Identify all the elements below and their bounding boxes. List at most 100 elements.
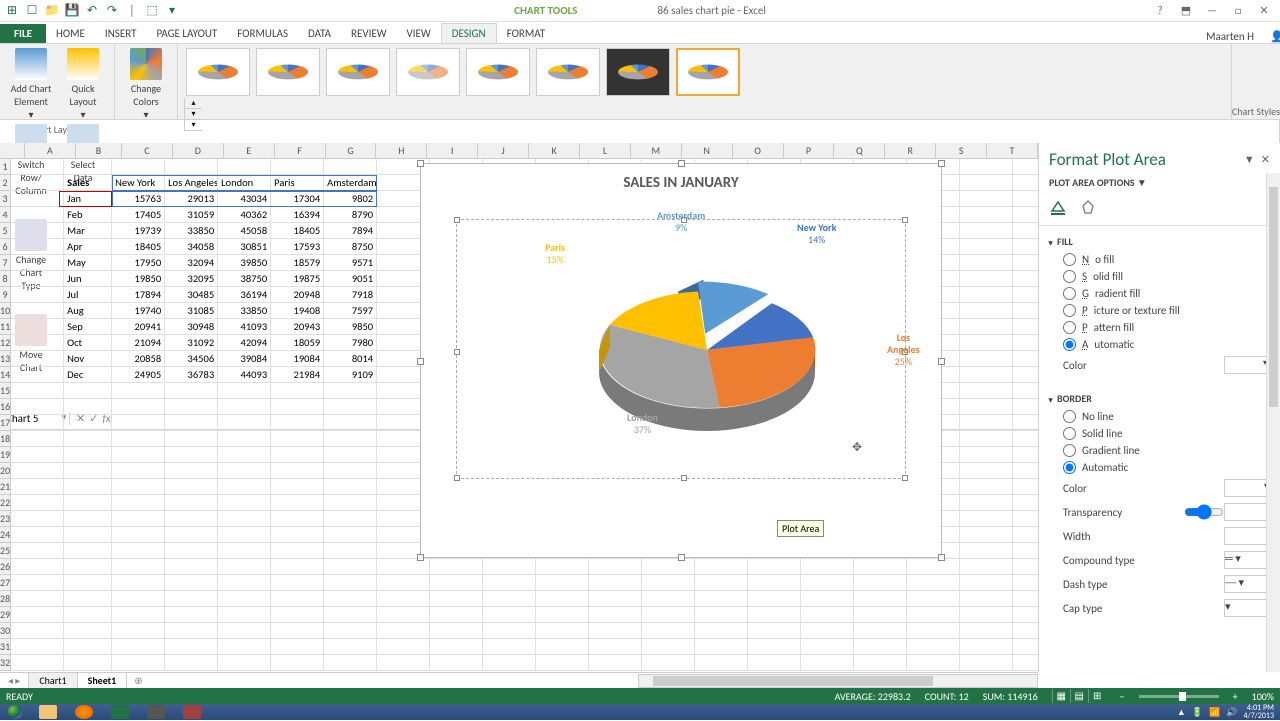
col-header-L[interactable]: L <box>580 143 631 158</box>
cell[interactable] <box>11 351 64 367</box>
cell[interactable] <box>324 511 377 527</box>
cell[interactable]: 7597 <box>324 303 377 319</box>
cell[interactable] <box>377 639 430 655</box>
cell[interactable] <box>271 511 324 527</box>
cell[interactable] <box>1013 463 1038 479</box>
fill-option-automatic[interactable]: Automatic <box>1049 336 1270 353</box>
cell[interactable] <box>1013 271 1038 287</box>
fill-option-picture-or-texture-fill[interactable]: Picture or texture fill <box>1049 302 1270 319</box>
fill-header[interactable]: FILL <box>1049 232 1270 251</box>
col-header-T[interactable]: T <box>987 143 1038 158</box>
cell[interactable] <box>165 527 218 543</box>
cell[interactable] <box>271 527 324 543</box>
cell[interactable] <box>64 559 112 575</box>
cell[interactable]: 41093 <box>218 319 271 335</box>
cell[interactable] <box>324 383 377 399</box>
cell[interactable] <box>1013 255 1038 271</box>
cell[interactable] <box>801 559 854 575</box>
cell[interactable] <box>11 639 64 655</box>
cell[interactable] <box>165 479 218 495</box>
cell[interactable] <box>483 639 536 655</box>
cell[interactable] <box>483 591 536 607</box>
cell[interactable] <box>64 415 112 431</box>
cell[interactable] <box>64 447 112 463</box>
cell[interactable] <box>324 447 377 463</box>
cell[interactable]: 8750 <box>324 239 377 255</box>
cell[interactable]: 18405 <box>112 239 165 255</box>
new-icon[interactable]: ☐ <box>24 3 40 19</box>
cell[interactable] <box>324 591 377 607</box>
cell[interactable]: 33850 <box>218 303 271 319</box>
cell[interactable]: 8790 <box>324 207 377 223</box>
cell[interactable] <box>1013 223 1038 239</box>
redo-icon[interactable]: ↷ <box>104 3 120 19</box>
fill-option-gradient-fill[interactable]: Gradient fill <box>1049 285 1270 302</box>
cell[interactable] <box>1013 559 1038 575</box>
chart-style-1[interactable] <box>186 48 250 96</box>
cell[interactable] <box>589 655 642 671</box>
cell[interactable] <box>854 607 907 623</box>
col-header-B[interactable]: B <box>76 143 122 158</box>
row-header-18[interactable]: 18 <box>0 431 11 447</box>
cap-picker[interactable]: ▾ <box>1224 599 1270 617</box>
cell[interactable] <box>430 607 483 623</box>
row-header-2[interactable]: 2 <box>0 175 11 191</box>
row-header-14[interactable]: 14 <box>0 367 11 383</box>
cell[interactable]: 17405 <box>112 207 165 223</box>
cell[interactable] <box>642 607 695 623</box>
cell[interactable] <box>1013 431 1038 447</box>
cell[interactable] <box>11 447 64 463</box>
cell[interactable] <box>271 543 324 559</box>
cell[interactable] <box>748 575 801 591</box>
cell[interactable]: Apr <box>64 239 112 255</box>
cell[interactable]: 20941 <box>112 319 165 335</box>
cell[interactable]: 17894 <box>112 287 165 303</box>
cell[interactable] <box>11 287 64 303</box>
cell[interactable] <box>271 399 324 415</box>
cell[interactable] <box>165 383 218 399</box>
row-header-15[interactable]: 15 <box>0 383 11 399</box>
cell[interactable] <box>1013 447 1038 463</box>
cell[interactable]: 30485 <box>165 287 218 303</box>
cell[interactable]: Oct <box>64 335 112 351</box>
close-icon[interactable]: ✕ <box>1252 2 1276 20</box>
cell[interactable] <box>64 463 112 479</box>
cell[interactable] <box>1013 495 1038 511</box>
cell[interactable] <box>11 271 64 287</box>
cell[interactable] <box>324 159 377 175</box>
tab-format[interactable]: FORMAT <box>497 24 555 43</box>
cell[interactable] <box>112 415 165 431</box>
cell[interactable]: 9850 <box>324 319 377 335</box>
cell[interactable] <box>112 159 165 175</box>
cell[interactable] <box>112 591 165 607</box>
cell[interactable] <box>112 607 165 623</box>
chart-style-7[interactable] <box>606 48 670 96</box>
cell[interactable] <box>271 575 324 591</box>
cell[interactable] <box>1013 623 1038 639</box>
cell[interactable] <box>907 559 960 575</box>
cell[interactable] <box>11 319 64 335</box>
cell[interactable] <box>854 575 907 591</box>
cell[interactable] <box>907 591 960 607</box>
cell[interactable]: 7918 <box>324 287 377 303</box>
cell[interactable] <box>960 303 1013 319</box>
cell[interactable] <box>960 255 1013 271</box>
sheet-tab-chart1[interactable]: Chart1 <box>28 672 77 689</box>
cell[interactable]: 33850 <box>165 223 218 239</box>
cell[interactable]: 21094 <box>112 335 165 351</box>
cell[interactable]: Amsterdam <box>324 175 377 191</box>
col-header-M[interactable]: M <box>631 143 682 158</box>
tab-file[interactable]: FILE <box>0 24 46 43</box>
cell[interactable] <box>642 639 695 655</box>
cell[interactable]: 36194 <box>218 287 271 303</box>
transparency-slider[interactable] <box>1184 504 1224 520</box>
cell[interactable] <box>165 655 218 671</box>
cell[interactable] <box>324 527 377 543</box>
task-app2[interactable] <box>174 704 210 720</box>
cell[interactable] <box>854 623 907 639</box>
cell[interactable] <box>1013 335 1038 351</box>
cell[interactable]: 31059 <box>165 207 218 223</box>
cell[interactable] <box>324 639 377 655</box>
row-header-9[interactable]: 9 <box>0 287 11 303</box>
cell[interactable] <box>271 479 324 495</box>
